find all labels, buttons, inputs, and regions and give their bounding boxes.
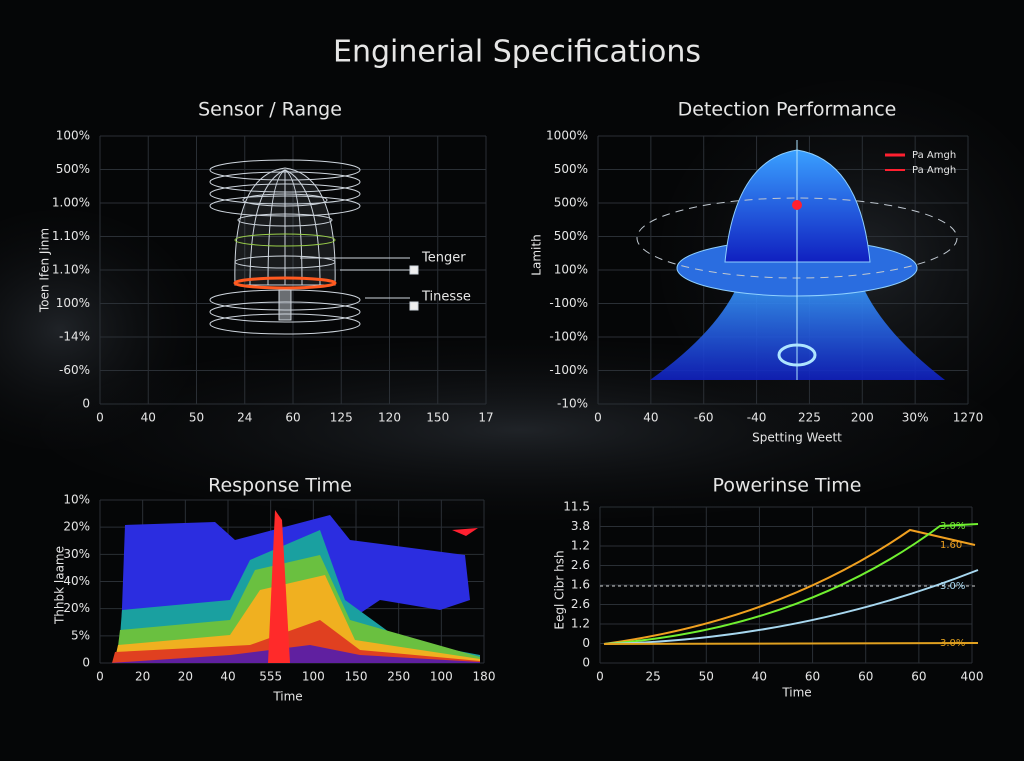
y-axis-label: Thhbk laame bbox=[53, 546, 67, 625]
dome-illustration bbox=[209, 159, 419, 335]
x-tick-label: 24 bbox=[237, 411, 252, 425]
x-tick-label: 120 bbox=[378, 411, 401, 425]
y-tick-label: 500% bbox=[554, 162, 588, 176]
y-tick-label: 1.2 bbox=[571, 617, 590, 631]
y-tick-label: 20% bbox=[63, 601, 90, 615]
labels: Sensor / Range 100% 500% 1.00% 1.10% 1.10% 100… bbox=[38, 99, 984, 704]
y-tick-label: 0 bbox=[82, 397, 90, 411]
x-tick-label: 200 bbox=[851, 411, 874, 425]
y-tick-label: 1.10% bbox=[52, 263, 90, 277]
line-label: 1.60 bbox=[940, 540, 962, 551]
x-tick-label: 100 bbox=[430, 670, 453, 684]
line-label: 3.0% bbox=[940, 581, 965, 592]
y-tick-label: 500% bbox=[554, 196, 588, 210]
y-tick-label: 500% bbox=[554, 229, 588, 243]
line-label: 3.0% bbox=[940, 638, 965, 649]
legend-entry: Pa Amgh bbox=[912, 150, 956, 161]
x-tick-label: 20 bbox=[178, 670, 193, 684]
x-tick-label: 60 bbox=[911, 670, 926, 684]
x-tick-label: 40 bbox=[141, 411, 156, 425]
y-axis-label: Lamith bbox=[530, 234, 544, 275]
x-axis-label: Time bbox=[272, 690, 302, 704]
x-tick-label: 17 bbox=[478, 411, 493, 425]
panel-title: Detection Performance bbox=[678, 99, 897, 121]
y-axis-label: Toen Ifen Jinm bbox=[38, 228, 52, 313]
bell-illustration bbox=[636, 140, 958, 380]
y-tick-label: 1.10% bbox=[52, 229, 90, 243]
y-tick-label: -10% bbox=[557, 397, 588, 411]
x-tick-label: 40 bbox=[220, 670, 235, 684]
y-tick-label: -100% bbox=[549, 330, 588, 344]
x-tick-label: 20 bbox=[135, 670, 150, 684]
x-tick-label: 150 bbox=[426, 411, 449, 425]
y-tick-label: 1.00% bbox=[52, 196, 90, 210]
x-tick-label: 100 bbox=[302, 670, 325, 684]
x-tick-label: 1270 bbox=[953, 411, 984, 425]
x-axis-label: Time bbox=[781, 686, 811, 700]
x-tick-label: 150 bbox=[345, 670, 368, 684]
y-tick-label: 2.6 bbox=[571, 558, 590, 572]
line-illustration bbox=[600, 523, 979, 645]
y-tick-label: 11.5 bbox=[563, 500, 590, 514]
y-tick-label: 20% bbox=[63, 520, 90, 534]
x-tick-label: 225 bbox=[798, 411, 821, 425]
x-tick-label: 0 bbox=[594, 411, 602, 425]
y-tick-label: 0 bbox=[582, 636, 590, 650]
legend-entry: Pa Amgh bbox=[912, 165, 956, 176]
panel-title: Sensor / Range bbox=[198, 99, 342, 121]
annotation: Tinesse bbox=[421, 290, 471, 305]
y-tick-label: -60% bbox=[59, 363, 90, 377]
x-tick-label: 60 bbox=[285, 411, 300, 425]
panel-title: Powerinse Time bbox=[713, 475, 862, 497]
y-tick-label: 500% bbox=[56, 162, 90, 176]
x-tick-label: 40 bbox=[643, 411, 658, 425]
x-tick-label: 30% bbox=[902, 411, 929, 425]
y-tick-label: -100% bbox=[549, 363, 588, 377]
y-tick-label: 0 bbox=[582, 656, 590, 670]
y-tick-label: 0 bbox=[82, 656, 90, 670]
x-tick-label: 25 bbox=[646, 670, 661, 684]
y-tick-label: 100% bbox=[56, 296, 90, 310]
x-tick-label: 250 bbox=[387, 670, 410, 684]
y-axis-label: Eegl Cibr hsh bbox=[553, 550, 567, 629]
annotation: Tenger bbox=[421, 251, 466, 266]
x-tick-label: 60 bbox=[858, 670, 873, 684]
x-tick-label: 50 bbox=[189, 411, 204, 425]
x-axis-label: Spetting Weett bbox=[752, 431, 842, 445]
line-label: 3.0% bbox=[940, 521, 965, 532]
y-tick-label: 1.2 bbox=[571, 539, 590, 553]
y-tick-label: 3.8 bbox=[571, 519, 590, 533]
x-tick-label: 0 bbox=[96, 670, 104, 684]
x-tick-label: -40 bbox=[747, 411, 767, 425]
y-tick-label: 30% bbox=[63, 547, 90, 561]
y-tick-label: 1.6 bbox=[571, 578, 590, 592]
y-tick-label: 100% bbox=[554, 263, 588, 277]
x-tick-label: 40 bbox=[752, 670, 767, 684]
y-tick-label: 40% bbox=[63, 574, 90, 588]
x-tick-label: 50 bbox=[699, 670, 714, 684]
x-tick-label: 0 bbox=[96, 411, 104, 425]
x-tick-label: 60 bbox=[805, 670, 820, 684]
y-tick-label: -100% bbox=[549, 296, 588, 310]
y-tick-label: -14% bbox=[59, 330, 90, 344]
x-tick-label: 555 bbox=[259, 670, 282, 684]
x-tick-label: 125 bbox=[330, 411, 353, 425]
y-tick-label: 2.6 bbox=[571, 597, 590, 611]
panel-title: Response Time bbox=[208, 475, 352, 497]
x-tick-label: 180 bbox=[473, 670, 496, 684]
area-illustration bbox=[110, 510, 480, 663]
x-tick-label: -60 bbox=[694, 411, 714, 425]
y-tick-label: 1000% bbox=[546, 129, 588, 143]
y-tick-label: 100% bbox=[56, 129, 90, 143]
page-title: Enginerial Specifications bbox=[333, 35, 701, 70]
x-tick-label: 400 bbox=[961, 670, 984, 684]
x-tick-label: 0 bbox=[596, 670, 604, 684]
y-tick-label: 5% bbox=[71, 628, 90, 642]
y-tick-label: 10% bbox=[63, 493, 90, 507]
